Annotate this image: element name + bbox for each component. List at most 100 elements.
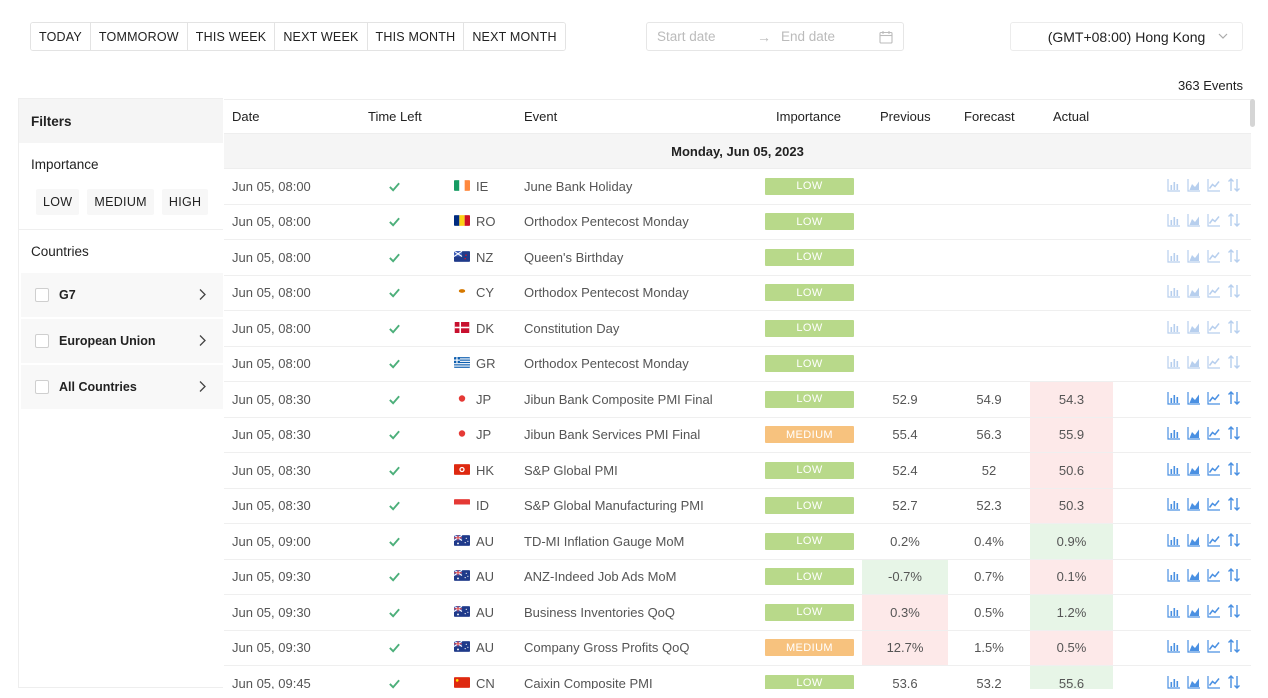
area-chart-icon[interactable]	[1187, 604, 1201, 621]
line-chart-icon[interactable]	[1207, 568, 1221, 585]
start-date-input[interactable]: Start date	[657, 29, 716, 44]
bar-chart-icon[interactable]	[1167, 462, 1181, 479]
area-chart-icon[interactable]	[1187, 213, 1201, 230]
importance-medium-chip[interactable]: MEDIUM	[87, 189, 154, 215]
header-previous[interactable]: Previous	[880, 109, 931, 124]
next-week-button[interactable]: NEXT WEEK	[275, 23, 368, 50]
sort-arrows-icon[interactable]	[1227, 497, 1241, 514]
date-range-picker[interactable]: Start date → End date	[646, 22, 904, 51]
event-name[interactable]: June Bank Holiday	[524, 178, 633, 194]
event-name[interactable]: Orthodox Pentecost Monday	[524, 356, 689, 372]
event-name[interactable]: Jibun Bank Composite PMI Final	[524, 391, 713, 407]
event-name[interactable]: Queen's Birthday	[524, 249, 624, 265]
table-row[interactable]: Jun 05, 08:00 IE June Bank Holiday LOW	[224, 169, 1251, 205]
all-countries-checkbox[interactable]	[35, 380, 49, 394]
bar-chart-icon[interactable]	[1167, 178, 1181, 195]
table-row[interactable]: Jun 05, 08:30 JP Jibun Bank Composite PMI …	[224, 382, 1251, 418]
area-chart-icon[interactable]	[1187, 568, 1201, 585]
header-date[interactable]: Date	[232, 109, 260, 124]
table-row[interactable]: Jun 05, 09:30 AU ANZ-Indeed Job Ads MoM LOW…	[224, 559, 1251, 595]
sort-arrows-icon[interactable]	[1227, 248, 1241, 266]
area-chart-icon[interactable]	[1187, 391, 1201, 408]
bar-chart-icon[interactable]	[1167, 391, 1181, 408]
bar-chart-icon[interactable]	[1167, 497, 1181, 514]
bar-chart-icon[interactable]	[1167, 320, 1181, 337]
event-name[interactable]: Company Gross Profits QoQ	[524, 640, 690, 656]
table-row[interactable]: Jun 05, 08:00 GR Orthodox Pentecost Monday…	[224, 347, 1251, 382]
table-row[interactable]: Jun 05, 08:30 HK S&P Global PMI LOW 52.4 52 50…	[224, 453, 1251, 489]
importance-high-chip[interactable]: HIGH	[161, 189, 209, 215]
event-name[interactable]: S&P Global Manufacturing PMI	[524, 498, 704, 514]
country-group-g7[interactable]: G7	[21, 273, 223, 317]
line-chart-icon[interactable]	[1207, 675, 1221, 689]
area-chart-icon[interactable]	[1187, 249, 1201, 266]
table-row[interactable]: Jun 05, 08:00 CY Orthodox Pentecost Monday…	[224, 276, 1251, 311]
line-chart-icon[interactable]	[1207, 284, 1221, 301]
line-chart-icon[interactable]	[1207, 497, 1221, 514]
sort-arrows-icon[interactable]	[1227, 639, 1241, 656]
line-chart-icon[interactable]	[1207, 462, 1221, 479]
table-row[interactable]: Jun 05, 08:30 ID S&P Global Manufacturing …	[224, 488, 1251, 524]
tomorrow-button[interactable]: TOMMOROW	[90, 23, 188, 50]
calendar-icon[interactable]	[879, 30, 893, 44]
sort-arrows-icon[interactable]	[1227, 390, 1241, 408]
line-chart-icon[interactable]	[1207, 604, 1221, 621]
sort-arrows-icon[interactable]	[1227, 568, 1241, 585]
line-chart-icon[interactable]	[1207, 213, 1221, 230]
line-chart-icon[interactable]	[1207, 391, 1221, 408]
chevron-right-icon[interactable]	[198, 380, 207, 393]
next-month-button[interactable]: NEXT MONTH	[464, 23, 565, 50]
today-button[interactable]: TODAY	[31, 23, 91, 50]
event-name[interactable]: Constitution Day	[524, 320, 620, 336]
header-forecast[interactable]: Forecast	[964, 109, 1015, 124]
bar-chart-icon[interactable]	[1167, 639, 1181, 656]
area-chart-icon[interactable]	[1187, 355, 1201, 372]
country-group-all-countries[interactable]: All Countries	[21, 365, 223, 409]
this-week-button[interactable]: THIS WEEK	[187, 23, 276, 50]
area-chart-icon[interactable]	[1187, 497, 1201, 514]
event-name[interactable]: Orthodox Pentecost Monday	[524, 214, 689, 230]
bar-chart-icon[interactable]	[1167, 604, 1181, 621]
event-name[interactable]: Business Inventories QoQ	[524, 604, 676, 620]
sort-arrows-icon[interactable]	[1227, 461, 1241, 479]
line-chart-icon[interactable]	[1207, 249, 1221, 266]
timezone-select[interactable]: (GMT+08:00) Hong Kong	[1010, 22, 1243, 51]
end-date-input[interactable]: End date	[781, 29, 836, 44]
bar-chart-icon[interactable]	[1167, 284, 1181, 301]
table-row[interactable]: Jun 05, 09:30 AU Business Inventories QoQ L…	[224, 595, 1251, 631]
table-scrollbar[interactable]	[1250, 99, 1255, 127]
area-chart-icon[interactable]	[1187, 426, 1201, 443]
line-chart-icon[interactable]	[1207, 178, 1221, 195]
area-chart-icon[interactable]	[1187, 320, 1201, 337]
bar-chart-icon[interactable]	[1167, 249, 1181, 266]
sort-arrows-icon[interactable]	[1227, 674, 1241, 689]
header-time-left[interactable]: Time Left	[368, 109, 422, 124]
event-name[interactable]: TD-MI Inflation Gauge MoM	[524, 533, 685, 549]
bar-chart-icon[interactable]	[1167, 426, 1181, 443]
this-month-button[interactable]: THIS MONTH	[367, 23, 465, 50]
sort-arrows-icon[interactable]	[1227, 213, 1241, 230]
event-name[interactable]: Caixin Composite PMI	[524, 675, 653, 689]
area-chart-icon[interactable]	[1187, 639, 1201, 656]
header-event[interactable]: Event	[524, 109, 558, 124]
european-union-checkbox[interactable]	[35, 334, 49, 348]
line-chart-icon[interactable]	[1207, 355, 1221, 372]
table-row[interactable]: Jun 05, 09:30 AU Company Gross Profits QoQ…	[224, 630, 1251, 666]
header-importance[interactable]: Importance	[776, 109, 842, 124]
area-chart-icon[interactable]	[1187, 178, 1201, 195]
area-chart-icon[interactable]	[1187, 675, 1201, 689]
table-row[interactable]: Jun 05, 08:30 JP Jibun Bank Services PMI F…	[224, 417, 1251, 453]
header-actual[interactable]: Actual	[1053, 109, 1090, 124]
sort-arrows-icon[interactable]	[1227, 603, 1241, 621]
bar-chart-icon[interactable]	[1167, 675, 1181, 689]
line-chart-icon[interactable]	[1207, 426, 1221, 443]
event-name[interactable]: Jibun Bank Services PMI Final	[524, 427, 701, 443]
bar-chart-icon[interactable]	[1167, 533, 1181, 550]
table-row[interactable]: Jun 05, 09:00 AU TD-MI Inflation Gauge MoM…	[224, 524, 1251, 560]
importance-low-chip[interactable]: LOW	[36, 189, 80, 215]
chevron-right-icon[interactable]	[198, 334, 207, 347]
bar-chart-icon[interactable]	[1167, 568, 1181, 585]
area-chart-icon[interactable]	[1187, 284, 1201, 301]
sort-arrows-icon[interactable]	[1227, 426, 1241, 443]
line-chart-icon[interactable]	[1207, 639, 1221, 656]
